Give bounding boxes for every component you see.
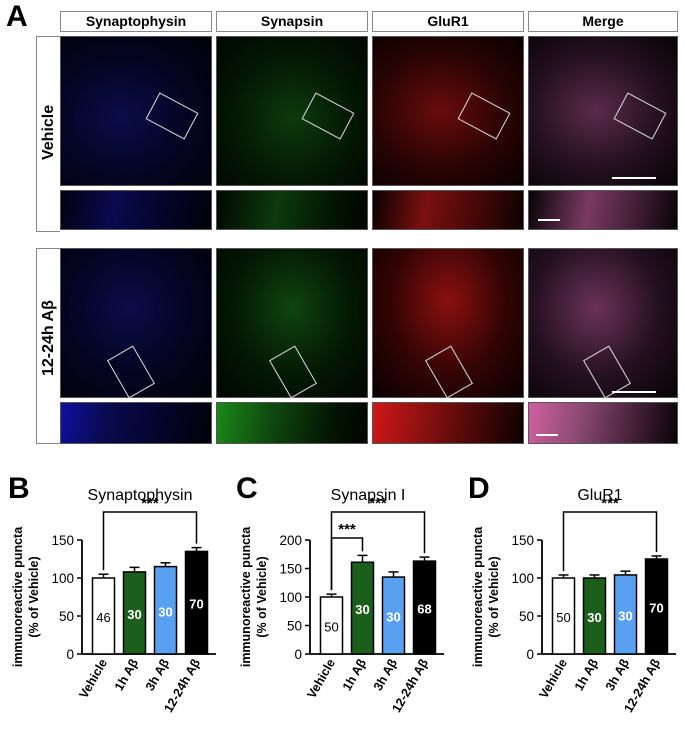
n-label: 70 — [189, 597, 203, 612]
x-tick-label: Vehicle — [304, 656, 338, 700]
image-vehicle-synaptophysin — [60, 36, 212, 186]
x-tick-label: 1h Aβ — [112, 656, 141, 693]
n-label: 30 — [618, 608, 632, 623]
x-tick-label: 3h Aβ — [371, 656, 400, 693]
zoom-abeta-glur1 — [372, 402, 524, 444]
n-label: 70 — [649, 601, 663, 616]
bar — [184, 550, 209, 655]
scale-bar — [536, 434, 558, 436]
row-bracket-vehicle — [36, 36, 60, 232]
y-tick-label: 150 — [51, 533, 74, 548]
y-axis-label-units: (% of Vehicle) — [487, 556, 501, 637]
chart-title: Synapsin I — [331, 487, 406, 504]
column-header-glur1: GluR1 — [372, 11, 524, 32]
row-label-abeta: 12-24h Aβ — [40, 300, 57, 376]
n-label: 50 — [324, 620, 338, 635]
y-axis-label-units: (% of Vehicle) — [255, 556, 269, 637]
zoom-abeta-synaptophysin — [60, 402, 212, 444]
bar — [613, 574, 638, 655]
significance-label: *** — [338, 521, 356, 538]
x-tick-label: 1h Aβ — [340, 656, 369, 693]
chart-synapsin-i: C Synapsin I immunoreactive puncta (% of Ve… — [236, 472, 444, 715]
chart-title: GluR1 — [577, 487, 622, 504]
zoom-vehicle-merge — [528, 190, 678, 230]
y-axis-label-units: (% of Vehicle) — [27, 556, 41, 637]
chart-synaptophysin: B Synaptophysin immunoreactive puncta (% of… — [8, 472, 216, 715]
zoom-vehicle-synaptophysin — [60, 190, 212, 230]
panel-letter: B — [8, 472, 30, 505]
y-axis-label: immunoreactive puncta — [471, 526, 485, 667]
x-tick-label: 3h Aβ — [143, 656, 172, 693]
x-tick-label: 3h Aβ — [603, 656, 632, 693]
y-tick-label: 100 — [279, 590, 302, 605]
image-abeta-synapsin — [216, 248, 368, 398]
column-header-synaptophysin: Synaptophysin — [60, 11, 212, 32]
x-tick-label: Vehicle — [76, 656, 110, 700]
y-tick-label: 50 — [519, 609, 534, 624]
n-label: 30 — [158, 604, 172, 619]
panel-letter-a: A — [6, 0, 28, 33]
y-tick-label: 0 — [526, 647, 534, 662]
n-label: 46 — [96, 610, 110, 625]
significance-bracket — [562, 511, 658, 571]
panel-letter: D — [468, 472, 490, 505]
y-tick-label: 0 — [294, 647, 302, 662]
significance-label: *** — [369, 495, 387, 512]
n-label: 30 — [355, 602, 369, 617]
significance-label: *** — [141, 495, 159, 512]
zoom-vehicle-glur1 — [372, 190, 524, 230]
significance-label: *** — [601, 495, 619, 512]
y-tick-label: 100 — [51, 571, 74, 586]
y-axis-label: immunoreactive puncta — [239, 526, 253, 667]
column-header-merge: Merge — [528, 11, 678, 32]
n-label: 30 — [587, 610, 601, 625]
zoom-abeta-merge — [528, 402, 678, 444]
row-label-vehicle: Vehicle — [40, 104, 57, 160]
n-label: 50 — [556, 610, 570, 625]
image-abeta-merge — [528, 248, 678, 398]
significance-bracket — [102, 511, 198, 571]
column-header-synapsin: Synapsin — [216, 11, 368, 32]
image-vehicle-glur1 — [372, 36, 524, 186]
image-vehicle-merge — [528, 36, 678, 186]
y-tick-label: 150 — [511, 533, 534, 548]
zoom-abeta-synapsin — [216, 402, 368, 444]
scale-bar — [538, 219, 560, 221]
zoom-vehicle-synapsin — [216, 190, 368, 230]
image-abeta-synaptophysin — [60, 248, 212, 398]
image-abeta-glur1 — [372, 248, 524, 398]
chart-glur1: D GluR1 immunoreactive puncta (% of Vehicle… — [468, 472, 676, 715]
x-tick-label: 1h Aβ — [572, 656, 601, 693]
chart-title: Synaptophysin — [88, 487, 193, 504]
n-label: 30 — [386, 610, 400, 625]
y-axis-label: immunoreactive puncta — [11, 526, 25, 667]
y-tick-label: 100 — [511, 571, 534, 586]
n-label: 30 — [127, 607, 141, 622]
x-tick-label: Vehicle — [536, 656, 570, 700]
n-label: 68 — [417, 602, 431, 617]
y-tick-label: 50 — [287, 619, 302, 634]
y-tick-label: 0 — [66, 647, 74, 662]
significance-bracket — [330, 537, 364, 591]
image-vehicle-synapsin — [216, 36, 368, 186]
scale-bar — [612, 391, 656, 393]
scale-bar — [612, 177, 656, 179]
y-tick-label: 50 — [59, 609, 74, 624]
y-tick-label: 150 — [279, 562, 302, 577]
y-tick-label: 200 — [279, 533, 302, 548]
row-bracket-abeta — [36, 248, 60, 444]
panel-letter: C — [236, 472, 258, 505]
